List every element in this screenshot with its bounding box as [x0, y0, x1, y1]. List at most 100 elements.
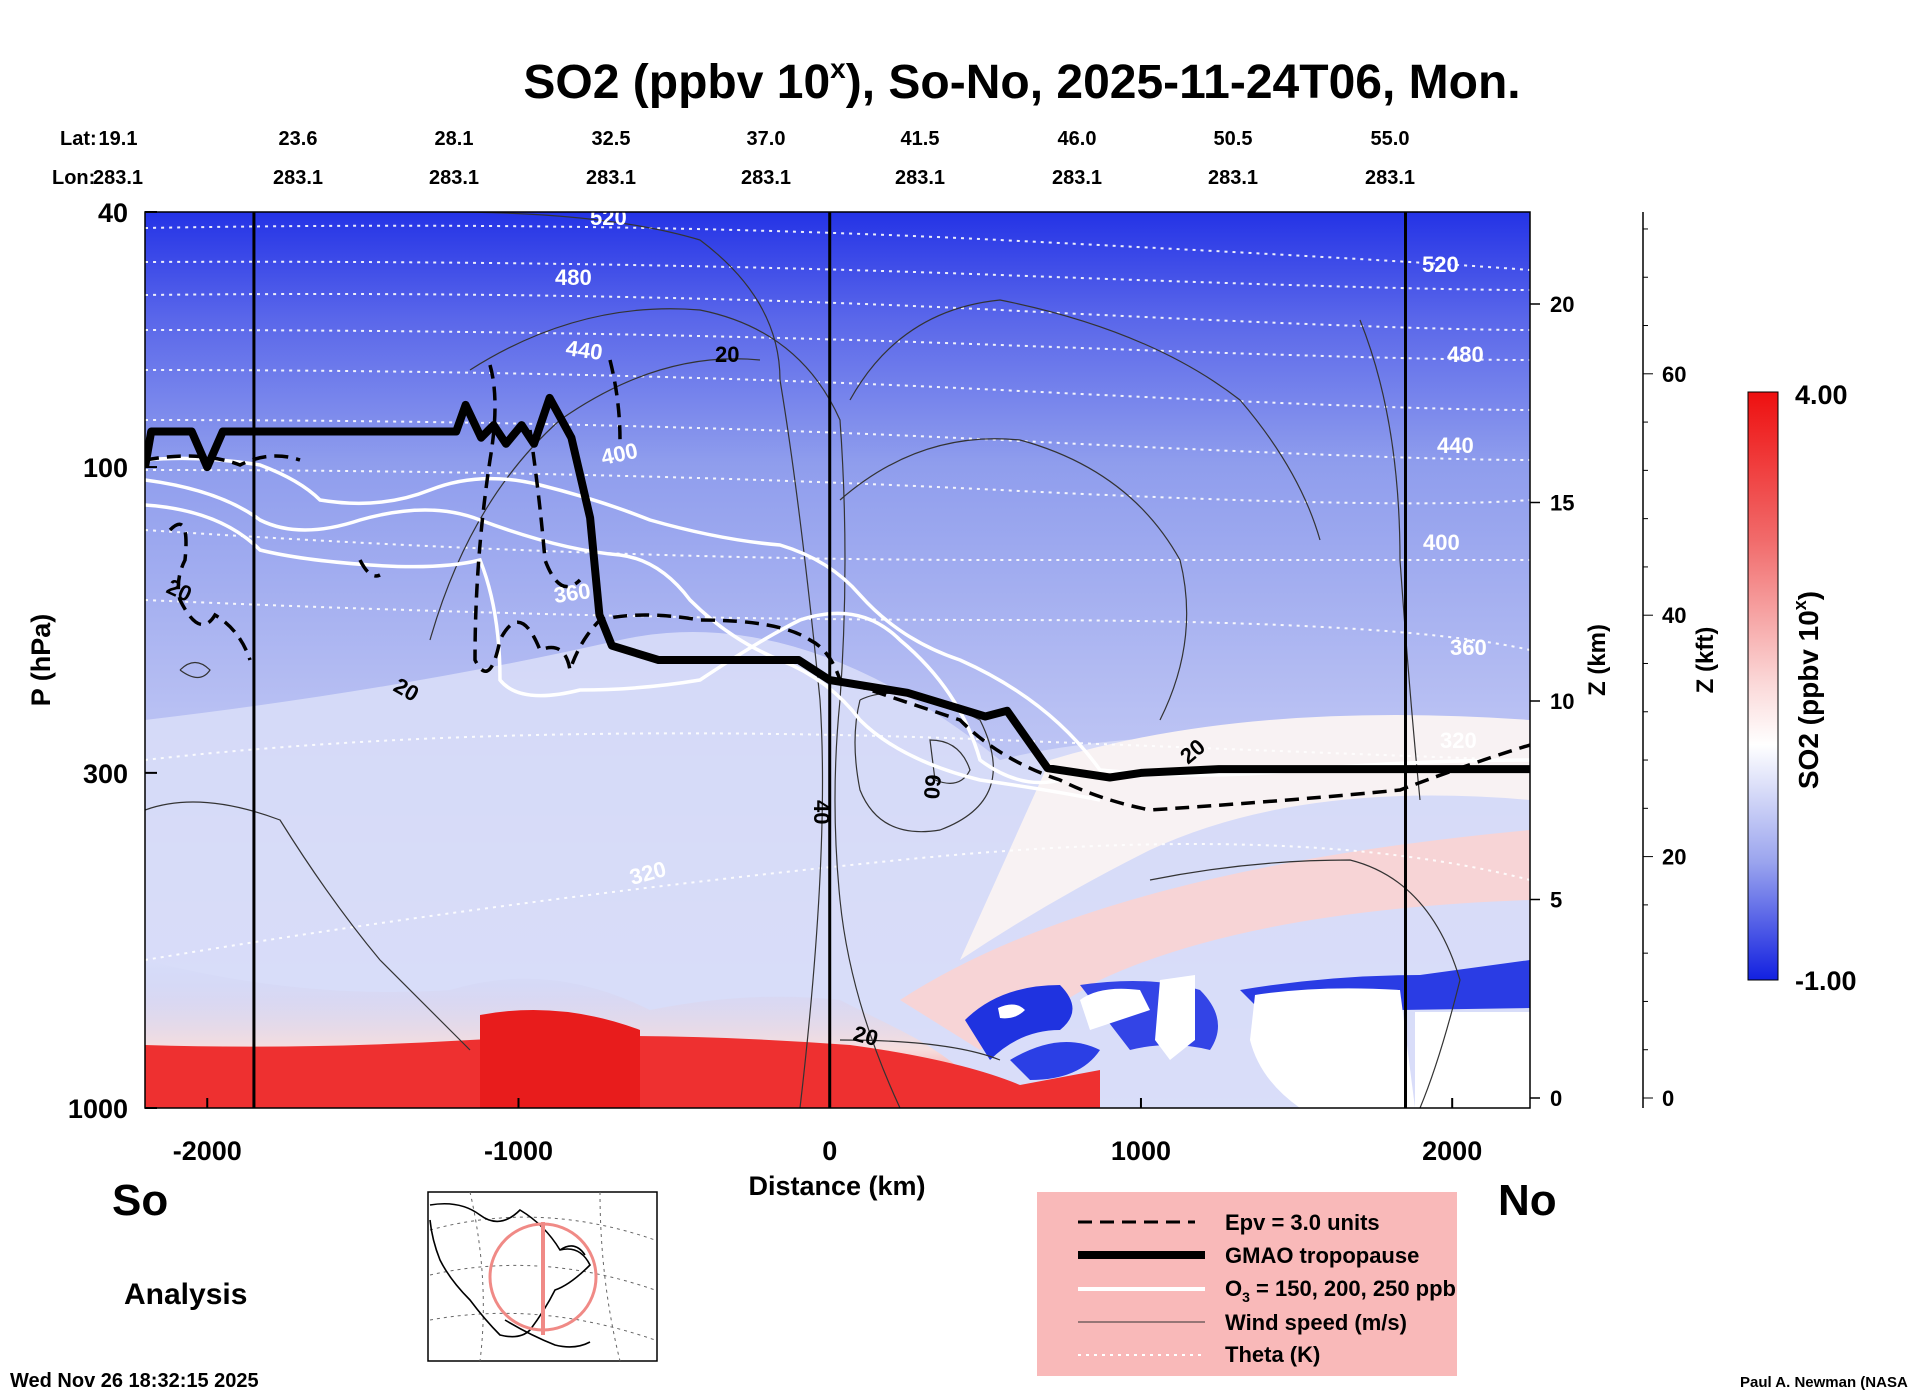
o3-contour — [145, 503, 1061, 785]
x-tick-label: -2000 — [173, 1136, 242, 1166]
legend-o3: O3 = 150, 200, 250 ppb — [1225, 1276, 1456, 1305]
theta-label: 480 — [1447, 342, 1484, 367]
field-white-void-5 — [998, 1004, 1025, 1019]
legend-theta: Theta (K) — [1225, 1342, 1320, 1367]
wind-contour — [469, 308, 901, 1108]
x-tick-label: 0 — [822, 1136, 837, 1166]
theta-lines — [145, 224, 1530, 961]
lon-value: 283.1 — [741, 167, 791, 189]
y-tick-label: 300 — [83, 759, 128, 789]
zkft-axis-label: Z (kft) — [1692, 627, 1719, 694]
colorbar-label-prefix: SO2 (ppbv 10 — [1793, 610, 1824, 789]
lat-values: 19.1 23.6 28.1 32.5 37.0 41.5 46.0 50.5 55.0 — [99, 128, 1410, 150]
x-tick-label: 2000 — [1422, 1136, 1482, 1166]
wind-contour — [929, 739, 971, 784]
theta-labels: 520 480 440 400 360 320 520 480 440 400 … — [552, 205, 1487, 890]
theta-line — [145, 224, 1530, 271]
credit: Paul A. Newman (NASA — [1740, 1374, 1908, 1391]
lat-value: 32.5 — [592, 128, 631, 150]
theta-label: 360 — [1450, 635, 1487, 660]
zkft-tick-label: 0 — [1662, 1086, 1674, 1111]
legend-o3-rest: = 150, 200, 250 ppb — [1250, 1276, 1456, 1301]
colorbar-label-suffix: ) — [1793, 591, 1824, 600]
lon-value: 283.1 — [273, 167, 323, 189]
lat-value: 55.0 — [1371, 128, 1410, 150]
theta-label: 440 — [564, 335, 604, 365]
field-red-mid — [480, 1010, 640, 1108]
zkm-tick-label: 15 — [1550, 491, 1574, 516]
theta-line — [145, 843, 1530, 961]
wind-contour — [179, 661, 211, 679]
wind-label: 20 — [715, 342, 739, 367]
inset-map — [427, 1191, 658, 1362]
lat-value: 46.0 — [1058, 128, 1097, 150]
chart-title: SO2 (ppbv 10x), So-No, 2025-11-24T06, Mo… — [523, 53, 1520, 109]
o3-contour — [145, 478, 1101, 802]
zkm-axis-ticks: 0 5 10 15 20 — [1530, 292, 1574, 1111]
lat-value: 19.1 — [99, 128, 138, 150]
field-blue-patch-2 — [1010, 1042, 1100, 1080]
lon-value: 283.1 — [93, 167, 143, 189]
lat-value: 37.0 — [747, 128, 786, 150]
y-tick-label: 100 — [83, 453, 128, 483]
legend-tropopause: GMAO tropopause — [1225, 1243, 1419, 1268]
wind-label: 40 — [809, 800, 834, 824]
lon-values: 283.1 283.1 283.1 283.1 283.1 283.1 283.1 283.1… — [93, 167, 1415, 189]
lat-value: 50.5 — [1214, 128, 1253, 150]
lat-value: 28.1 — [435, 128, 474, 150]
south-label: So — [112, 1176, 168, 1225]
theta-line — [145, 732, 1530, 761]
theta-line — [145, 469, 1530, 505]
colorbar-min: -1.00 — [1795, 966, 1857, 996]
y-tick-label: 40 — [98, 198, 128, 228]
wind-contour — [839, 1039, 1001, 1061]
chart-title-suffix: ), So-No, 2025-11-24T06, Mon. — [846, 56, 1521, 109]
analysis-label: Analysis — [124, 1278, 247, 1311]
y-axis-label: P (hPa) — [26, 614, 56, 707]
lon-value: 283.1 — [1365, 167, 1415, 189]
o3-contours — [145, 456, 1530, 802]
plot-frame — [144, 211, 1531, 1109]
field-white-void-2 — [1155, 975, 1195, 1060]
zkft-tick-label: 40 — [1662, 603, 1686, 628]
theta-line — [145, 329, 1530, 361]
epv-line — [608, 359, 622, 441]
theta-label: 320 — [1440, 728, 1477, 753]
theta-label: 440 — [1437, 433, 1474, 458]
lon-value: 283.1 — [586, 167, 636, 189]
theta-line — [145, 529, 1530, 562]
zkm-tick-label: 20 — [1550, 292, 1574, 317]
epv-line — [168, 522, 252, 661]
lon-value: 283.1 — [1208, 167, 1258, 189]
zkft-axis-ticks: 0 20 40 60 — [1642, 212, 1686, 1111]
x-tick-label: -1000 — [484, 1136, 553, 1166]
epv-line — [473, 364, 1530, 812]
lat-value: 23.6 — [279, 128, 318, 150]
field-blue-patch-1 — [965, 985, 1073, 1060]
zkft-tick-label: 60 — [1662, 362, 1686, 387]
legend-o3-sub: 3 — [1242, 1289, 1250, 1305]
wind-label: 60 — [919, 774, 946, 801]
theta-label: 520 — [1422, 252, 1459, 277]
theta-line — [145, 293, 1530, 331]
legend-o3-main: O — [1225, 1276, 1242, 1301]
legend-epv: Epv = 3.0 units — [1225, 1210, 1380, 1235]
north-label: No — [1498, 1176, 1557, 1225]
field-white-void-4 — [1415, 1012, 1530, 1108]
epv-line — [528, 429, 582, 589]
colorbar-label: SO2 (ppbv 10x) — [1790, 591, 1824, 789]
y-tick-label: 1000 — [68, 1094, 128, 1124]
epv-lines — [145, 359, 1530, 812]
theta-label: 480 — [555, 265, 592, 290]
y-axis-ticks: 40 100 300 1000 — [68, 198, 157, 1124]
colorbar-label-sup: x — [1790, 600, 1810, 610]
vertical-marker-lines — [252, 212, 1408, 1108]
zkm-tick-label: 0 — [1550, 1086, 1562, 1111]
wind-contour — [420, 212, 824, 1108]
lon-value: 283.1 — [429, 167, 479, 189]
o3-contour — [145, 456, 1530, 777]
wind-contour — [145, 801, 471, 1051]
field-white-void-1 — [1080, 988, 1150, 1030]
timestamp: Wed Nov 26 18:32:15 2025 — [10, 1370, 259, 1392]
